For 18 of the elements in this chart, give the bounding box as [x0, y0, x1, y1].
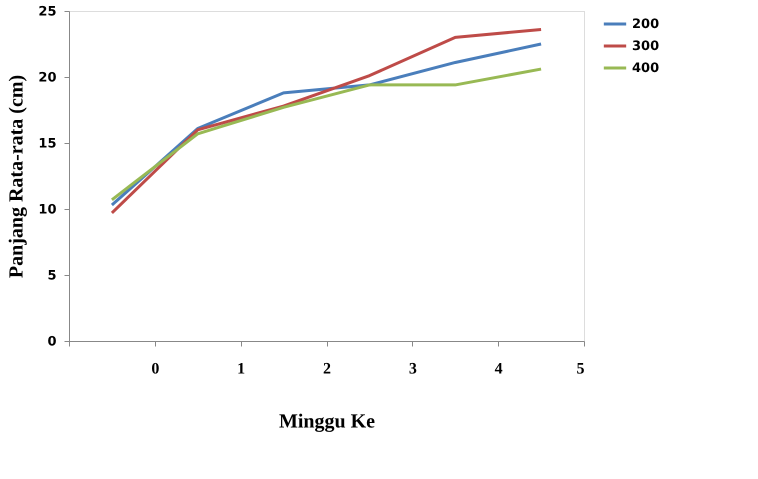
x-tick-label: 3	[408, 360, 417, 378]
x-axis-title: Minggu Ke	[278, 410, 376, 432]
y-tick-label: 5	[47, 268, 56, 284]
legend-label: 400	[632, 61, 660, 76]
y-tick-label: 0	[47, 334, 56, 350]
x-tick-label: 1	[237, 360, 246, 378]
y-tick-label: 10	[38, 202, 56, 218]
line-series	[110, 68, 543, 202]
y-axis-title: Panjang Rata-rata (cm)	[5, 74, 28, 278]
x-tick-label: 2	[323, 360, 331, 378]
legend-label: 300	[632, 39, 660, 54]
y-tick-label: 25	[38, 4, 56, 20]
y-tick-label: 15	[38, 136, 56, 152]
x-tick-label: 4	[494, 360, 503, 378]
x-tick-label: 5	[576, 360, 584, 378]
y-tick-label: 20	[38, 70, 56, 86]
legend-label: 200	[632, 17, 660, 32]
x-tick-label: 0	[151, 360, 160, 378]
